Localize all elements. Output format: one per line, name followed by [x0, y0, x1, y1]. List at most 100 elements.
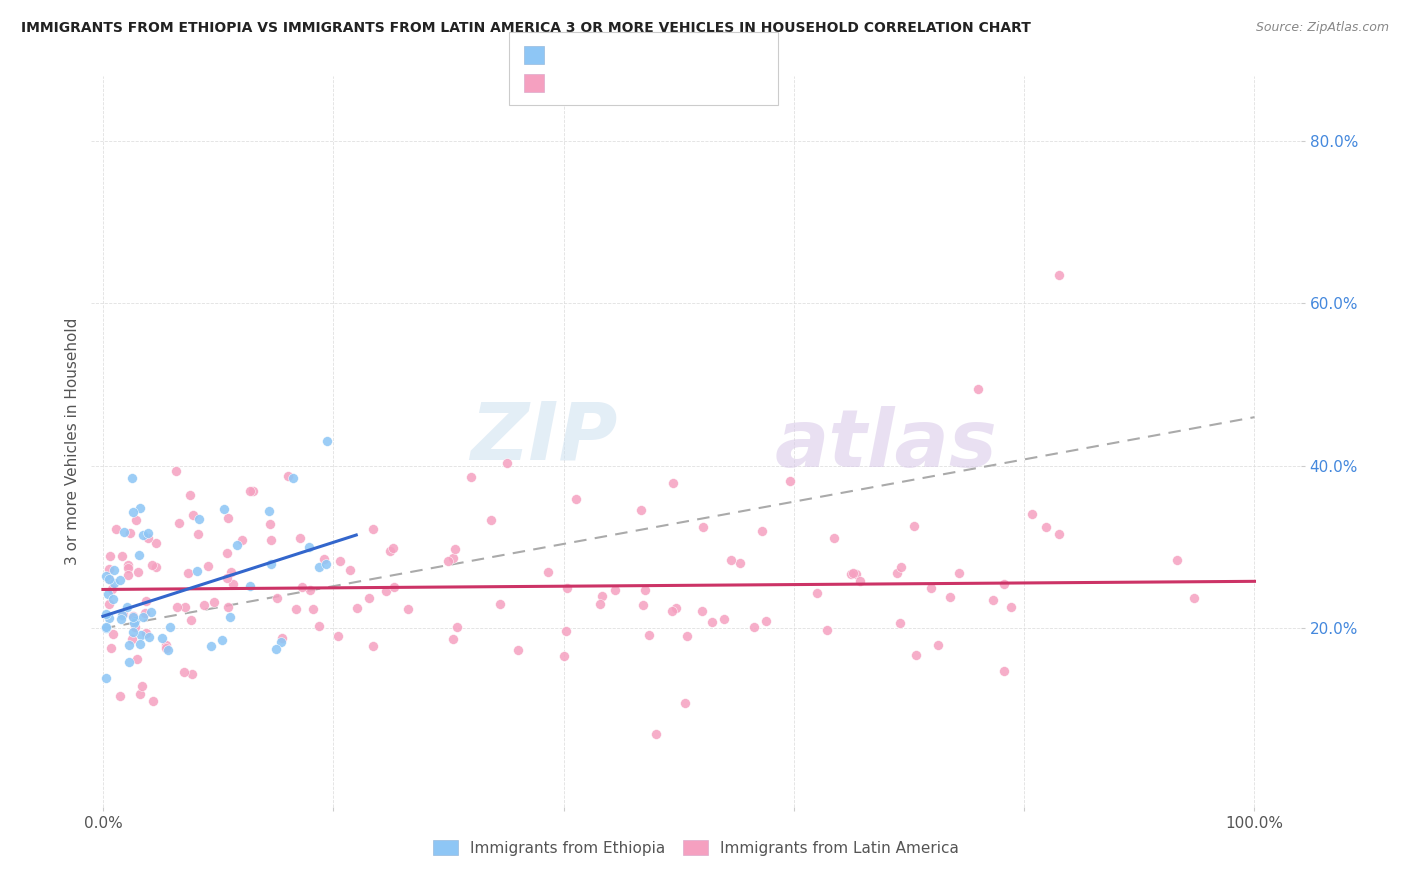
Point	[508, 643, 530, 657]
Point	[281, 471, 304, 485]
Point	[155, 640, 177, 655]
Point	[135, 593, 157, 607]
Point	[339, 563, 361, 577]
Point	[591, 589, 613, 603]
Point	[165, 464, 187, 478]
Point	[103, 575, 125, 590]
Point	[118, 526, 141, 541]
Point	[122, 608, 145, 623]
Point	[136, 525, 159, 540]
Point	[815, 624, 838, 638]
Point	[742, 619, 765, 633]
Point	[631, 598, 654, 612]
Point	[1000, 600, 1022, 615]
Point	[903, 519, 925, 533]
Text: atlas: atlas	[775, 406, 997, 484]
Point	[202, 595, 225, 609]
Point	[630, 503, 652, 517]
Point	[288, 531, 311, 545]
Point	[129, 628, 152, 642]
Point	[1047, 268, 1070, 282]
Point	[219, 610, 242, 624]
Point	[156, 643, 179, 657]
Point	[257, 504, 280, 518]
Point	[316, 434, 339, 449]
Point	[188, 512, 211, 526]
Point	[105, 522, 128, 536]
Y-axis label: 3 or more Vehicles in Household: 3 or more Vehicles in Household	[65, 318, 80, 566]
Point	[751, 524, 773, 539]
Point	[141, 558, 163, 572]
Point	[904, 648, 927, 662]
Point	[97, 587, 120, 601]
Point	[270, 634, 292, 648]
Point	[1047, 526, 1070, 541]
Point	[118, 638, 141, 652]
Point	[312, 552, 335, 566]
Point	[496, 456, 519, 470]
Point	[1184, 591, 1206, 605]
Point	[128, 548, 150, 562]
Point	[382, 541, 405, 555]
Point	[217, 510, 239, 524]
Point	[633, 582, 655, 597]
Point	[139, 605, 162, 619]
Point	[142, 694, 165, 708]
Point	[806, 586, 828, 600]
Point	[108, 573, 131, 587]
Point	[692, 520, 714, 534]
Point	[98, 549, 121, 563]
Point	[981, 593, 1004, 607]
Point	[129, 637, 152, 651]
Point	[100, 641, 122, 656]
Point	[264, 641, 287, 656]
Point	[101, 627, 124, 641]
Point	[111, 607, 134, 622]
Point	[217, 545, 239, 559]
Point	[167, 516, 190, 530]
Point	[117, 561, 139, 575]
Point	[308, 559, 330, 574]
Point	[110, 612, 132, 626]
Point	[96, 607, 118, 621]
Point	[98, 611, 121, 625]
Point	[436, 554, 458, 568]
Point	[218, 600, 240, 615]
Point	[138, 630, 160, 644]
Point	[661, 604, 683, 618]
Point	[638, 628, 661, 642]
Text: R = 0.272   N =  53: R = 0.272 N = 53	[553, 45, 716, 62]
Point	[298, 540, 321, 554]
Point	[180, 667, 202, 681]
Point	[97, 572, 120, 586]
Point	[145, 536, 167, 550]
Point	[845, 567, 868, 582]
Point	[346, 600, 368, 615]
Point	[215, 572, 238, 586]
Point	[662, 476, 685, 491]
Point	[939, 591, 962, 605]
Point	[315, 557, 337, 571]
Point	[129, 501, 152, 516]
Point	[665, 601, 688, 615]
Point	[271, 631, 294, 645]
Point	[166, 600, 188, 615]
Point	[720, 553, 742, 567]
Text: Source: ZipAtlas.com: Source: ZipAtlas.com	[1256, 21, 1389, 34]
Point	[299, 582, 322, 597]
Point	[489, 597, 512, 611]
Point	[927, 638, 949, 652]
Point	[460, 470, 482, 484]
Point	[97, 572, 120, 586]
Point	[849, 574, 872, 588]
Point	[755, 614, 778, 628]
Point	[117, 558, 139, 573]
Point	[180, 613, 202, 627]
Point	[920, 581, 942, 595]
Point	[382, 580, 405, 594]
Point	[181, 508, 204, 522]
Point	[779, 474, 801, 488]
Point	[603, 582, 626, 597]
Point	[993, 664, 1015, 678]
Point	[553, 649, 575, 664]
